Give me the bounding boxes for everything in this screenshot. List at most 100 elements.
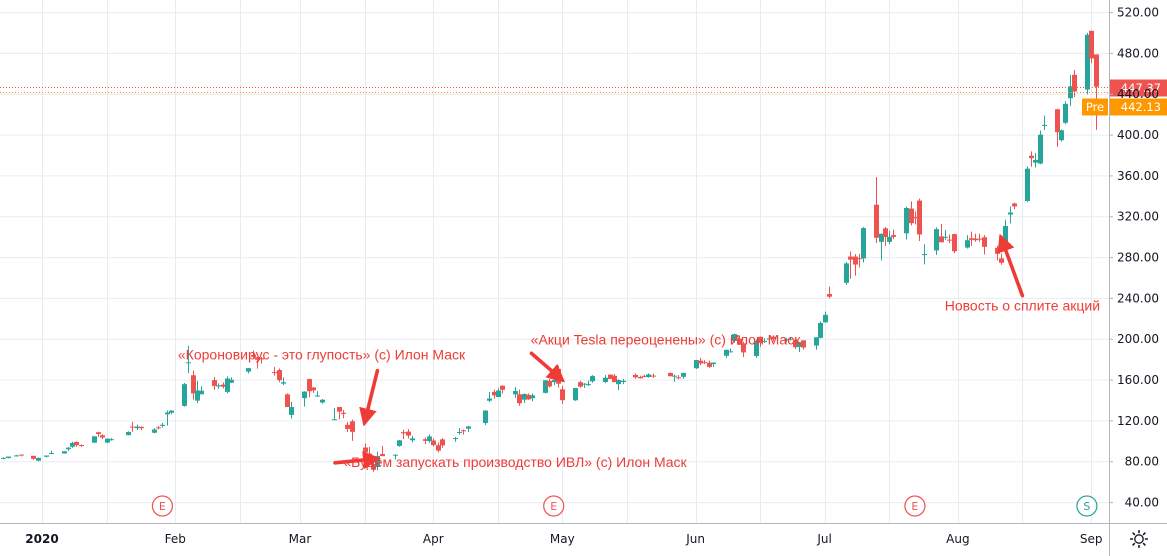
candle-body xyxy=(874,204,879,238)
candle-body xyxy=(126,431,131,436)
candle-body xyxy=(307,379,312,392)
candle-body xyxy=(883,228,888,238)
candle xyxy=(1055,108,1060,147)
candle xyxy=(281,377,286,386)
candle-body xyxy=(380,453,385,457)
candle xyxy=(560,385,565,404)
annotations: «Короновирус - это глупость» (c) Илон Ма… xyxy=(178,233,1100,470)
candle-body xyxy=(762,340,767,342)
event-circle xyxy=(1076,495,1098,517)
candle-body xyxy=(522,393,527,400)
candle-body xyxy=(1025,168,1030,202)
x-tick-label: Aug xyxy=(946,532,969,546)
x-tick-label: Feb xyxy=(165,532,186,546)
candle xyxy=(487,391,492,403)
candle xyxy=(762,338,767,343)
earnings-event-marker[interactable]: E xyxy=(904,495,926,517)
candle-body xyxy=(513,390,518,395)
candle-body xyxy=(818,322,823,338)
candle-body xyxy=(492,391,497,396)
candle xyxy=(139,426,144,431)
candle-body xyxy=(225,378,230,392)
annotation: Новость о сплите акций xyxy=(945,233,1100,314)
candle-body xyxy=(105,438,110,443)
candle xyxy=(517,389,522,406)
candle-body xyxy=(36,457,41,461)
annotation-arrow xyxy=(529,351,566,383)
earnings-event-marker[interactable]: E xyxy=(151,495,173,517)
candles xyxy=(1,30,1099,472)
candle xyxy=(105,438,110,444)
candle-body xyxy=(92,436,97,443)
candle xyxy=(135,424,140,430)
candle-body xyxy=(681,372,686,377)
candle-body xyxy=(844,263,849,283)
candle xyxy=(182,382,187,407)
candle-body xyxy=(14,455,19,457)
candle xyxy=(216,383,221,389)
candle xyxy=(1,457,6,460)
candle-body xyxy=(891,235,896,237)
candle xyxy=(999,253,1004,265)
candle xyxy=(793,339,798,349)
candle xyxy=(737,335,742,345)
candle xyxy=(66,447,71,451)
candle-body xyxy=(672,375,677,377)
candle-body xyxy=(1089,30,1094,59)
candle xyxy=(36,457,41,462)
pre-market-price-label: 442.13 Pre xyxy=(1082,98,1167,116)
candle xyxy=(702,360,707,365)
candle xyxy=(397,439,402,447)
candle xyxy=(221,382,226,389)
last-price-label: 447.37 xyxy=(1110,79,1167,97)
candle xyxy=(995,245,1000,261)
candle-body xyxy=(590,376,595,382)
candle xyxy=(530,393,535,402)
candle-body xyxy=(767,338,772,340)
x-tick-label: Jun xyxy=(685,532,705,546)
candle-body xyxy=(246,368,251,372)
candle xyxy=(496,388,501,398)
candle-body xyxy=(302,391,307,399)
event-circle xyxy=(151,495,173,517)
candle-body xyxy=(909,208,914,224)
candle-body xyxy=(1042,124,1047,126)
candle xyxy=(844,262,849,285)
candle-body xyxy=(1008,212,1013,215)
price-axis[interactable]: 40.00 80.00 120.00 160.00 200.00 240.00 280.00… xyxy=(1109,6,1159,510)
candle xyxy=(672,374,677,382)
earnings-event-marker[interactable]: E xyxy=(543,495,565,517)
candle-body xyxy=(1029,155,1034,159)
y-tick-label: 280.00 xyxy=(1117,251,1159,265)
candle xyxy=(638,375,643,379)
candle xyxy=(461,429,466,435)
candle-body xyxy=(651,375,656,377)
candle-body xyxy=(1,457,6,459)
candle xyxy=(573,387,578,401)
candle-body xyxy=(913,216,918,219)
candle-body xyxy=(406,431,411,436)
candle xyxy=(191,370,196,400)
candle xyxy=(578,380,583,388)
candle-body xyxy=(797,342,802,347)
candle xyxy=(853,254,858,276)
candle-body xyxy=(952,234,957,252)
candle-body xyxy=(788,338,793,340)
candle-body xyxy=(676,377,681,379)
chart-settings-button[interactable] xyxy=(1129,529,1149,549)
candle xyxy=(621,379,626,385)
x-tick-label: Jul xyxy=(816,532,831,546)
candle-body xyxy=(130,426,135,428)
candle xyxy=(887,230,892,245)
time-axis[interactable]: 2020 Feb Mar Apr May Jun Jul Aug Sep xyxy=(25,532,1102,546)
candle xyxy=(130,421,135,432)
candle-body xyxy=(251,354,256,357)
candle-body xyxy=(771,336,776,340)
candle-body xyxy=(62,451,67,454)
split-event-marker[interactable]: S xyxy=(1076,495,1098,517)
candle-body xyxy=(423,439,428,441)
candle-body xyxy=(977,238,982,240)
price-label-value: 447.37 xyxy=(1121,81,1161,95)
candle xyxy=(1029,151,1034,167)
candle-body xyxy=(1038,134,1043,164)
